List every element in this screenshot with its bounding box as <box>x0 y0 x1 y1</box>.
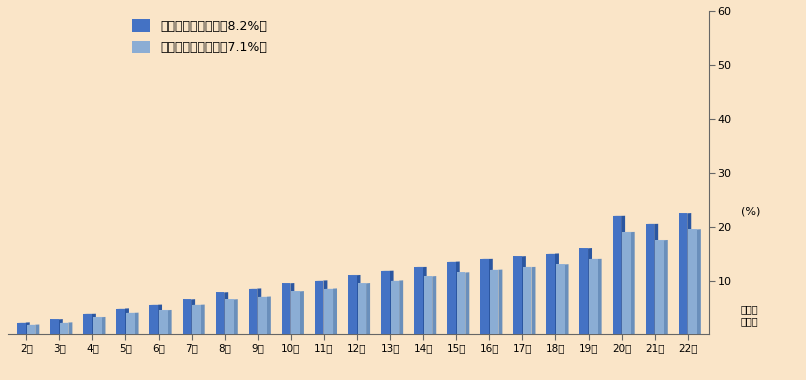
Bar <box>282 283 290 334</box>
Polygon shape <box>267 296 271 334</box>
Polygon shape <box>621 216 625 334</box>
Bar <box>381 271 389 334</box>
Bar <box>480 259 488 334</box>
Polygon shape <box>654 224 659 334</box>
Bar <box>424 276 432 334</box>
Polygon shape <box>290 283 294 334</box>
Polygon shape <box>135 313 139 334</box>
Polygon shape <box>422 267 426 334</box>
Polygon shape <box>300 291 304 334</box>
Bar <box>391 280 399 334</box>
Bar <box>116 309 125 334</box>
Bar <box>490 270 498 334</box>
Bar <box>126 313 135 334</box>
Bar <box>17 323 26 334</box>
Polygon shape <box>465 272 469 334</box>
Polygon shape <box>168 310 172 334</box>
Bar <box>192 305 201 334</box>
Polygon shape <box>102 317 106 334</box>
Bar <box>50 319 59 334</box>
Bar <box>613 216 621 334</box>
Bar <box>580 248 588 334</box>
Bar <box>688 230 697 334</box>
Bar <box>679 213 688 334</box>
Polygon shape <box>522 256 526 334</box>
Polygon shape <box>323 280 327 334</box>
Polygon shape <box>191 299 195 334</box>
Bar <box>216 293 224 334</box>
Bar <box>523 267 531 334</box>
Bar <box>655 240 664 334</box>
Bar <box>546 254 555 334</box>
Polygon shape <box>224 292 228 334</box>
Polygon shape <box>356 275 360 334</box>
Bar <box>159 310 168 334</box>
Polygon shape <box>432 276 436 334</box>
Polygon shape <box>125 308 129 334</box>
Polygon shape <box>158 304 162 334</box>
Bar <box>27 325 35 334</box>
Polygon shape <box>92 314 96 334</box>
Bar <box>358 283 366 334</box>
Polygon shape <box>531 267 535 334</box>
Polygon shape <box>697 229 701 334</box>
Bar <box>83 314 92 334</box>
Bar <box>291 291 300 334</box>
Polygon shape <box>588 248 592 334</box>
Text: (%): (%) <box>741 207 760 217</box>
Bar <box>60 323 69 334</box>
Bar <box>149 305 158 334</box>
Polygon shape <box>688 213 692 334</box>
Polygon shape <box>455 261 459 334</box>
Polygon shape <box>257 288 261 334</box>
Bar <box>447 262 455 334</box>
Bar <box>348 275 356 334</box>
Polygon shape <box>389 271 393 334</box>
Bar <box>556 264 564 334</box>
Polygon shape <box>26 322 30 334</box>
Bar <box>325 289 333 334</box>
Legend: 臨床分娩離脱（平均8.2%）, 産婦人科離脱（平均7.1%）: 臨床分娩離脱（平均8.2%）, 産婦人科離脱（平均7.1%） <box>127 14 272 59</box>
Polygon shape <box>234 299 238 334</box>
Text: （経験
年数）: （経験 年数） <box>741 304 758 326</box>
Bar <box>646 224 654 334</box>
Polygon shape <box>201 304 205 334</box>
Bar <box>182 299 191 334</box>
Polygon shape <box>366 283 370 334</box>
Polygon shape <box>69 322 73 334</box>
Polygon shape <box>498 269 502 334</box>
Bar <box>249 289 257 334</box>
Polygon shape <box>564 264 568 334</box>
Polygon shape <box>59 319 63 334</box>
Bar <box>414 267 422 334</box>
Bar <box>315 280 323 334</box>
Bar <box>513 256 522 334</box>
Bar <box>622 232 631 334</box>
Bar <box>589 259 597 334</box>
Bar <box>457 272 465 334</box>
Polygon shape <box>333 288 337 334</box>
Bar <box>258 297 267 334</box>
Bar <box>225 299 234 334</box>
Polygon shape <box>555 253 559 334</box>
Polygon shape <box>631 232 634 334</box>
Polygon shape <box>664 240 667 334</box>
Polygon shape <box>399 280 403 334</box>
Polygon shape <box>488 259 492 334</box>
Bar <box>93 317 102 334</box>
Polygon shape <box>597 259 601 334</box>
Polygon shape <box>35 325 39 334</box>
